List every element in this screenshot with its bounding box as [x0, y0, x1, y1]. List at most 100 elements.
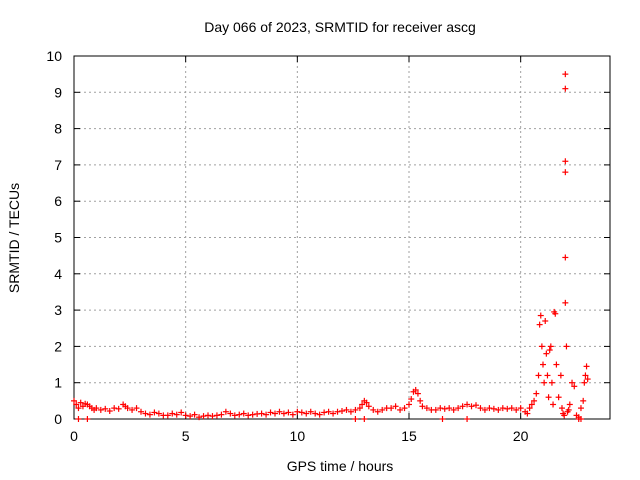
data-point [178, 409, 185, 416]
data-point [102, 405, 109, 412]
data-point [513, 406, 520, 413]
data-point [276, 408, 283, 415]
data-point [142, 410, 149, 417]
y-tick-label: 4 [54, 266, 62, 282]
data-point [227, 410, 234, 417]
chart-title: Day 066 of 2023, SRMTID for receiver asc… [204, 19, 476, 35]
data-point [490, 405, 497, 412]
data-point [267, 409, 274, 416]
data-point [548, 379, 555, 386]
data-point [111, 405, 118, 412]
y-tick-label: 9 [54, 84, 62, 100]
data-point [481, 406, 488, 413]
data-point [191, 411, 198, 418]
data-point [582, 372, 589, 379]
data-point [537, 312, 544, 319]
data-point [544, 372, 551, 379]
y-tick-label: 3 [54, 302, 62, 318]
data-point [562, 299, 569, 306]
data-point [205, 412, 211, 419]
data-point [124, 405, 131, 412]
data-point [486, 405, 493, 412]
data-point [571, 383, 578, 390]
data-point [495, 406, 502, 413]
data-point [423, 405, 430, 412]
data-point [359, 401, 366, 408]
y-tick-label: 7 [54, 157, 62, 173]
data-point [245, 412, 252, 419]
data-point [155, 410, 162, 417]
data-point [164, 412, 171, 419]
data-point [439, 416, 446, 422]
data-point [84, 416, 91, 422]
data-point [347, 408, 354, 415]
data-point [115, 405, 122, 412]
data-point [200, 413, 207, 420]
data-point [343, 406, 350, 413]
data-point [231, 412, 238, 419]
data-point [356, 405, 363, 412]
data-point [289, 411, 296, 418]
data-point [365, 403, 372, 410]
data-point [73, 401, 80, 408]
data-point [129, 406, 136, 413]
data-point [468, 403, 475, 410]
data-point [464, 401, 471, 408]
data-point [263, 411, 270, 418]
data-point [561, 412, 568, 419]
data-point [307, 408, 314, 415]
data-point [312, 410, 319, 417]
data-point [558, 405, 565, 412]
x-tick-label: 5 [182, 428, 190, 444]
tick-labels: 0 5 10 15 20 0 1 2 3 4 5 6 7 8 9 10 [46, 48, 528, 444]
data-point [71, 397, 77, 404]
data-point [93, 405, 100, 412]
data-point [441, 405, 448, 412]
data-point [138, 408, 144, 415]
y-tick-label: 2 [54, 338, 62, 354]
data-point [182, 412, 189, 419]
data-point [577, 405, 584, 412]
data-point [540, 361, 546, 368]
data-point [545, 394, 552, 401]
data-point [285, 409, 292, 416]
data-point [504, 405, 511, 412]
data-point [236, 411, 243, 418]
data-point [580, 397, 587, 404]
data-point [379, 406, 386, 413]
data-point [196, 414, 203, 421]
data-point [352, 406, 359, 413]
y-tick-label: 5 [54, 230, 62, 246]
data-point [538, 343, 545, 350]
data-point [75, 405, 82, 412]
data-point [517, 405, 524, 412]
data-point [437, 405, 444, 412]
data-point [565, 406, 572, 413]
data-point [173, 411, 180, 418]
grid [74, 56, 610, 419]
data-point [97, 406, 104, 413]
x-tick-label: 20 [513, 428, 529, 444]
data-point [417, 397, 424, 404]
data-point [555, 394, 562, 401]
data-point [361, 416, 368, 422]
data-point [408, 396, 415, 403]
x-axis-label: GPS time / hours [287, 458, 394, 474]
data-point [133, 405, 140, 412]
data-point [562, 85, 569, 92]
data-point [334, 408, 341, 415]
data-point [547, 343, 554, 350]
data-point [546, 347, 553, 354]
data-point [388, 405, 395, 412]
data-point [406, 401, 412, 408]
data-point [584, 376, 591, 383]
data-point [151, 409, 158, 416]
y-tick-label: 1 [54, 375, 62, 391]
data-point [240, 410, 247, 417]
data-point [533, 390, 540, 397]
y-tick-label: 10 [46, 48, 62, 64]
data-point [316, 411, 323, 418]
y-tick-label: 0 [54, 411, 62, 427]
data-point [370, 406, 377, 413]
data-point [535, 372, 542, 379]
